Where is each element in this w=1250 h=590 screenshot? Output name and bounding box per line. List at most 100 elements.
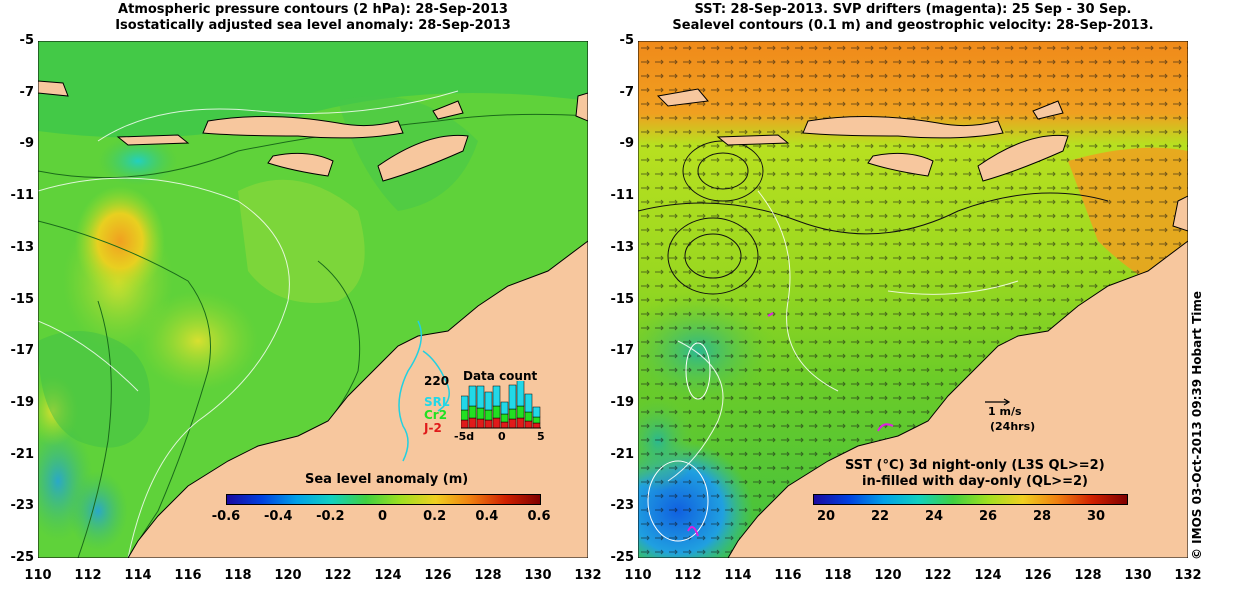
- y-tick-label: -5: [619, 33, 634, 48]
- histogram-bar: [461, 419, 469, 429]
- y-tick-label: -7: [619, 84, 634, 100]
- y-tick-label: -15: [610, 291, 635, 307]
- colorbar-tick-label: 20: [816, 509, 836, 524]
- histogram-bar: [516, 417, 525, 429]
- right-title-line2: Sealevel contours (0.1 m) and geostrophi…: [672, 18, 1154, 33]
- y-tick-label: -13: [10, 239, 35, 255]
- histogram-bar: [532, 416, 541, 424]
- inset-series-cr2: Cr2: [424, 408, 448, 422]
- colorbar-tick-label: 0: [377, 509, 388, 524]
- y-tick-label: -19: [10, 394, 35, 410]
- sst-map: [638, 41, 1188, 558]
- sst-colorbar-label1: SST (°C) 3d night-only (L3S QL>=2): [845, 458, 1105, 473]
- histogram-bar: [508, 384, 517, 410]
- histogram-bar: [461, 409, 469, 421]
- x-tick-label: 118: [824, 568, 852, 583]
- histogram-bar: [500, 401, 509, 415]
- y-tick-label: -25: [10, 550, 35, 565]
- inset-max-label: 220: [424, 374, 450, 388]
- y-tick-label: -11: [10, 188, 35, 204]
- colorbar-tick-label: 0.6: [527, 509, 551, 524]
- velocity-scale-label: 1 m/s: [988, 405, 1022, 418]
- x-tick-label: 114: [724, 568, 752, 583]
- histogram-bar: [468, 417, 477, 429]
- x-tick-label: 126: [424, 568, 452, 583]
- velocity-scale-sublabel: (24hrs): [990, 420, 1036, 433]
- y-tick-label: -11: [610, 188, 635, 204]
- x-tick-label: 110: [24, 568, 52, 583]
- y-tick-label: -15: [10, 291, 35, 307]
- histogram-bar: [516, 405, 525, 419]
- histogram-bar: [484, 419, 493, 429]
- inset-xtick-end: 5: [537, 430, 545, 443]
- x-tick-label: 116: [174, 568, 202, 583]
- y-tick-label: -9: [619, 136, 634, 152]
- x-tick-label: 116: [774, 568, 802, 583]
- y-tick-label: -19: [610, 394, 635, 410]
- histogram-bar: [516, 381, 525, 407]
- y-tick-label: -17: [10, 343, 35, 359]
- histogram-bar: [508, 408, 517, 420]
- credit-text: © IMOS 03-Oct-2013 09:39 Hobart Time: [1190, 290, 1204, 560]
- histogram-bar: [484, 409, 493, 421]
- histogram-bar: [476, 418, 485, 429]
- sst-colorbar: [813, 494, 1128, 505]
- left-title-line1: Atmospheric pressure contours (2 hPa): 2…: [118, 2, 508, 17]
- x-tick-label: 122: [324, 568, 352, 583]
- x-tick-label: 120: [874, 568, 902, 583]
- x-tick-label: 132: [1174, 568, 1202, 583]
- y-tick-label: -23: [610, 498, 635, 514]
- histogram-bar: [484, 391, 493, 411]
- y-tick-label: -25: [610, 550, 635, 565]
- histogram-bar: [476, 385, 485, 409]
- colorbar-tick-label: 30: [1086, 509, 1106, 524]
- colorbar-tick-label: 0.4: [475, 509, 499, 524]
- x-tick-label: 124: [974, 568, 1002, 583]
- sla-colorbar: [226, 494, 541, 505]
- y-tick-label: -13: [610, 239, 635, 255]
- x-tick-label: 110: [624, 568, 652, 583]
- sst-colorbar-label2: in-filled with day-only (QL>=2): [862, 474, 1089, 489]
- histogram-bar: [468, 385, 477, 407]
- x-tick-label: 130: [524, 568, 552, 583]
- y-tick-label: -17: [610, 343, 635, 359]
- x-tick-label: 132: [574, 568, 602, 583]
- sla-map: [38, 41, 588, 558]
- colorbar-tick-label: -0.4: [263, 509, 293, 524]
- histogram-bar: [532, 422, 541, 429]
- colorbar-tick-label: -0.6: [211, 509, 241, 524]
- inset-series-srl: SRL: [424, 395, 450, 409]
- histogram-bar: [492, 405, 501, 419]
- histogram-bar: [461, 395, 469, 411]
- x-tick-label: 122: [924, 568, 952, 583]
- histogram-bar: [500, 421, 509, 429]
- histogram-bar: [524, 411, 533, 422]
- inset-title: Data count: [463, 369, 538, 383]
- y-tick-label: -5: [19, 33, 34, 48]
- left-title-line2: Isostatically adjusted sea level anomaly…: [115, 18, 511, 33]
- x-tick-label: 114: [124, 568, 152, 583]
- velocity-scale-arrow: [985, 398, 1011, 406]
- histogram-bar: [492, 417, 501, 429]
- y-tick-label: -21: [10, 446, 35, 462]
- histogram-bar: [492, 385, 501, 407]
- histogram-bar: [524, 393, 533, 413]
- x-tick-label: 112: [74, 568, 102, 583]
- x-tick-label: 120: [274, 568, 302, 583]
- x-tick-label: 124: [374, 568, 402, 583]
- colorbar-tick-label: 24: [924, 509, 944, 524]
- histogram-bar: [500, 413, 509, 423]
- histogram-bar: [508, 418, 517, 429]
- x-tick-label: 112: [674, 568, 702, 583]
- histogram-bar: [476, 407, 485, 420]
- x-tick-label: 126: [1024, 568, 1052, 583]
- histogram-bar: [532, 406, 541, 418]
- inset-xtick-mid: 0: [498, 430, 506, 443]
- colorbar-tick-label: 28: [1032, 509, 1052, 524]
- y-tick-label: -21: [610, 446, 635, 462]
- inset-series-j2: J-2: [424, 421, 442, 435]
- y-tick-label: -7: [19, 84, 34, 100]
- histogram-bar: [468, 405, 477, 419]
- y-tick-label: -23: [10, 498, 35, 514]
- x-tick-label: 128: [474, 568, 502, 583]
